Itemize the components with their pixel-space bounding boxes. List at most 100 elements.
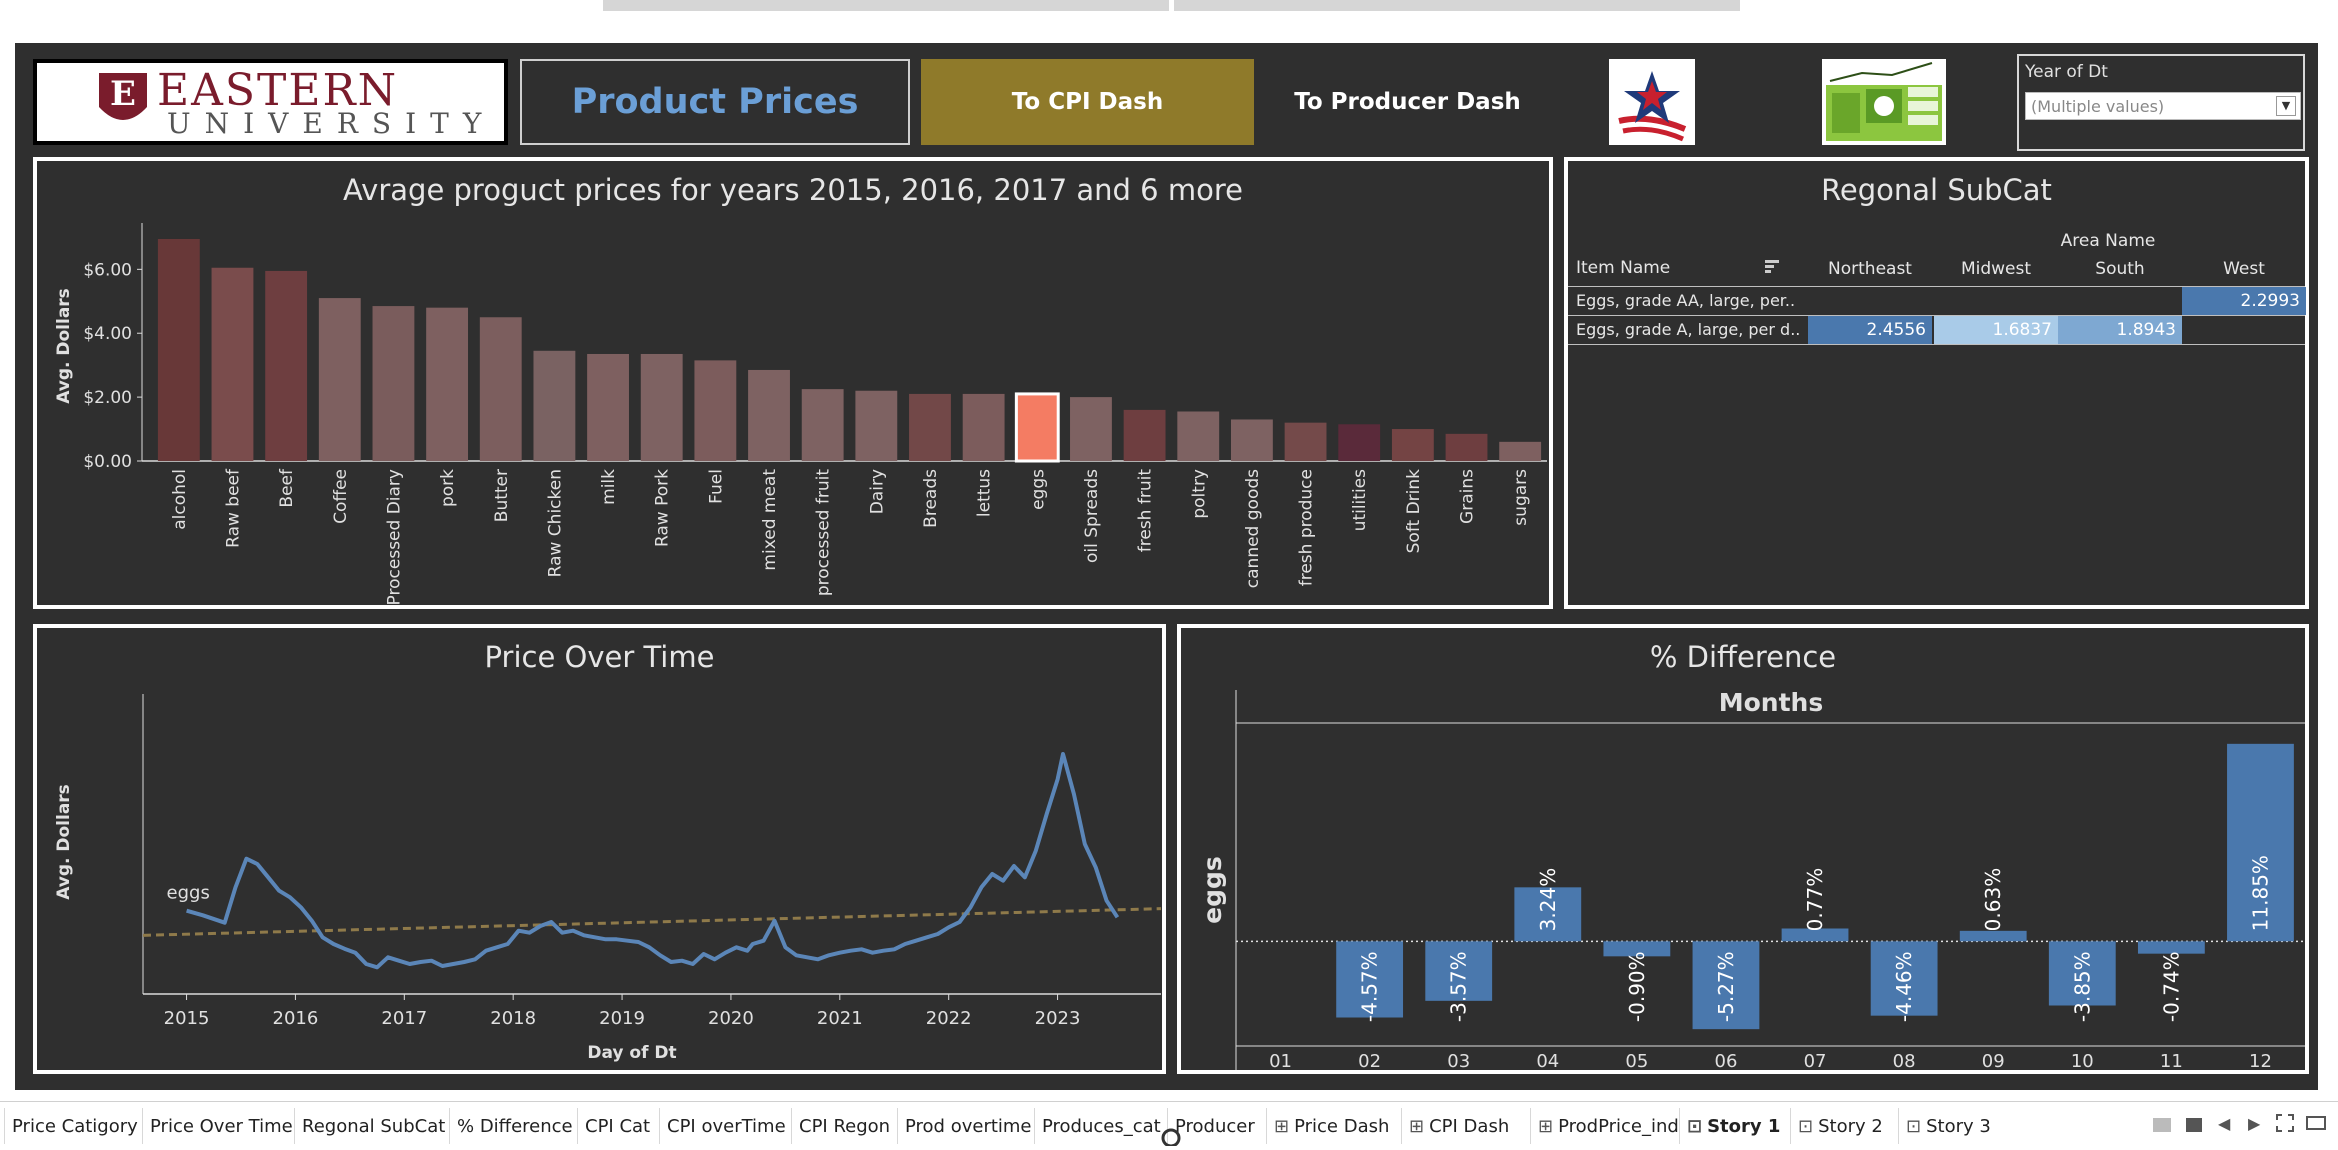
prev-tab-icon[interactable]: ◀ [2218,1114,2231,1133]
diff-bar-11 [2137,941,2205,954]
x-tick-label: 2022 [926,1008,972,1029]
tab-prodprice-ind[interactable]: ⊞ ProdPrice_ind [1538,1116,1679,1137]
x-tick-label: oil Spreads [1082,469,1102,563]
tab-producer[interactable]: Producer [1175,1116,1255,1137]
value-cell-south [2058,287,2182,315]
tab-prod-overtime[interactable]: Prod overtime [905,1116,1032,1137]
item-name-header: Item Name [1576,258,1671,278]
tab-cpi-overtime[interactable]: CPI overTime [667,1116,786,1137]
bar-fresh-fruit [1123,409,1166,461]
x-tick-label: 2016 [273,1008,319,1029]
x-tick-label: Soft Drink [1404,469,1424,554]
tab-cpi-regon[interactable]: CPI Regon [799,1116,890,1137]
tabs-icon[interactable] [2186,1118,2202,1132]
tab-produces-cat[interactable]: Produces_cat [1042,1116,1161,1137]
month-label: 05 [1625,1051,1648,1070]
diff-label-05: -0.90% [1625,951,1649,1022]
x-tick-label: Grains [1458,469,1478,524]
sort-icon[interactable] [1764,259,1779,273]
scrollbar-track-right [1174,0,1740,11]
scrollbar-track-left [603,0,1169,11]
x-tick-label: Raw beef [223,468,243,548]
month-label: 04 [1536,1051,1559,1070]
tab-label: Story 1 [1707,1116,1781,1137]
percent-difference-chart: Months eggs 01 02 -4.57% 03 -3.57% 04 3.24% 05 -0.… [1198,688,2305,1070]
x-tick-label: 2015 [164,1008,210,1029]
x-tick-label: mixed meat [760,469,780,571]
producer-dash-button[interactable]: To Producer Dash [1294,89,1521,115]
diff-label-07: 0.77% [1803,868,1827,932]
column-header-south: South [2095,259,2145,279]
month-label: 06 [1715,1051,1738,1070]
diff-label-08: -4.46% [1892,951,1916,1022]
value-cell-midwest [1934,287,2058,315]
tab-price-dash[interactable]: ⊞ Price Dash [1274,1116,1389,1137]
present-icon[interactable] [2306,1116,2326,1130]
diff-bar-10 [2048,941,2116,1006]
chevron-down-icon[interactable]: ▼ [2276,96,2296,116]
item-name-cell: Eggs, grade A, large, per d.. [1576,320,1801,339]
diff-label-11: -0.74% [2159,951,2183,1022]
cursor-spinner-icon [1158,1126,1184,1148]
university-sub: UNIVERSITY [167,107,495,140]
year-filter-dropdown[interactable]: (Multiple values) ▼ [2025,92,2301,120]
tab-story-3[interactable]: ⊡ Story 3 [1906,1116,1991,1137]
fullscreen-icon[interactable] [2276,1114,2294,1132]
x-tick-label: 2021 [817,1008,863,1029]
tab-regonal-subcat[interactable]: Regonal SubCat [302,1116,445,1137]
tab-cpi-cat[interactable]: CPI Cat [585,1116,650,1137]
cpi-dash-button[interactable]: To CPI Dash [921,59,1254,145]
month-label: 09 [1982,1051,2005,1070]
y-tick-label: $2.00 [83,388,132,408]
x-tick-label: eggs [1028,469,1048,510]
tab-story-1[interactable]: ⊡ Story 1 [1687,1116,1780,1137]
tab-label: ProdPrice_ind [1558,1116,1679,1137]
bar-eggs [1014,392,1060,463]
tab-price-catigory[interactable]: Price Catigory [12,1116,138,1137]
x-tick-label: 2017 [381,1008,427,1029]
month-label: 10 [2071,1051,2094,1070]
bar-oil-spreads [1070,397,1112,461]
bar-poltry [1177,411,1220,461]
tab--difference[interactable]: % Difference [457,1116,573,1137]
logo-letter: E [110,74,136,114]
area-name-header: Area Name [2060,231,2156,251]
x-tick-label: milk [599,469,619,505]
tab-separator [1167,1108,1168,1144]
avg-price-panel: Avrage proguct prices for years 2015, 20… [33,157,1553,609]
x-tick-label: Raw Pork [653,469,673,547]
flag-star-icon[interactable] [1609,59,1695,145]
price-over-time-chart: 2015 2016 2017 2018 2019 2020 2021 2022 2023 Day … [54,694,1162,1063]
month-label: 03 [1447,1051,1470,1070]
bar-breads [909,393,951,461]
diff-bar-06 [1692,941,1760,1030]
bar-grains [1445,433,1488,461]
tab-cpi-dash[interactable]: ⊞ CPI Dash [1409,1116,1509,1137]
tab-separator [142,1108,143,1144]
diff-bar-05 [1603,941,1671,957]
x-tick-label: Dairy [867,469,887,514]
regional-title: Regonal SubCat [1821,173,2052,207]
bar-soft-drink [1391,429,1434,461]
value-cell-west: 2.2993 [2182,287,2306,315]
story-icon: ⊡ [1687,1116,1703,1137]
bar-canned-goods [1230,419,1273,461]
months-header: Months [1719,688,1823,717]
x-tick-label: processed fruit [814,469,834,596]
next-tab-icon[interactable]: ▶ [2248,1114,2261,1133]
diff-label-03: -3.57% [1447,951,1471,1022]
month-label: 08 [1893,1051,1916,1070]
tab-separator [897,1108,898,1144]
regional-table: Northeast Midwest South West Eggs, grade AA,… [1568,161,2306,461]
filmstrip-icon[interactable] [2153,1118,2171,1132]
price-over-time-panel: Price Over Time 2015 2016 2017 2018 2019 2020… [33,624,1166,1074]
tab-price-over-time[interactable]: Price Over Time [150,1116,293,1137]
percent-difference-title: % Difference [1649,640,1837,674]
column-header-northeast: Northeast [1828,259,1912,279]
producer-chart-icon[interactable] [1822,59,1946,145]
table-row[interactable]: Eggs, grade A, large, per d.. 2.4556 1.683… [1568,315,2305,345]
x-tick-label: 2023 [1035,1008,1081,1029]
bar-raw-chicken [533,350,576,461]
table-row[interactable]: Eggs, grade AA, large, per.. 2.2993 [1568,286,2306,315]
tab-story-2[interactable]: ⊡ Story 2 [1798,1116,1883,1137]
